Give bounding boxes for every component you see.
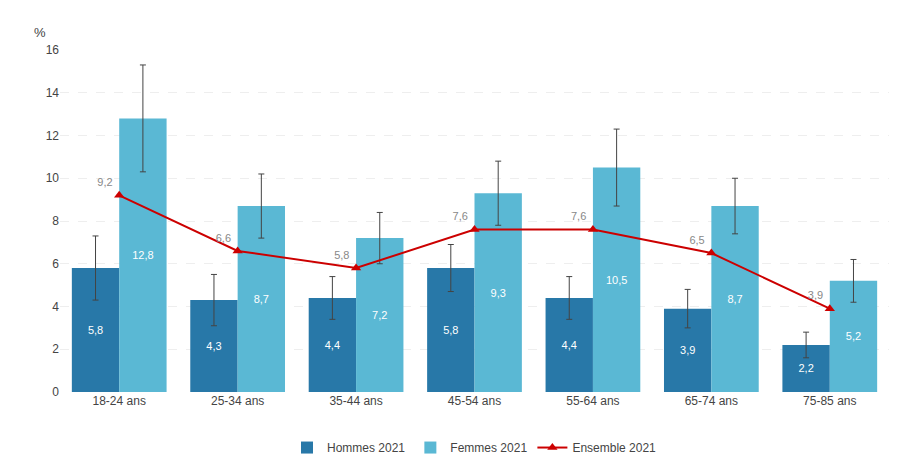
svg-text:8,7: 8,7 <box>727 293 742 305</box>
svg-text:5,2: 5,2 <box>846 330 861 342</box>
svg-text:4,4: 4,4 <box>325 339 340 351</box>
svg-text:2,2: 2,2 <box>798 362 813 374</box>
svg-text:8,7: 8,7 <box>254 293 269 305</box>
svg-text:9,3: 9,3 <box>491 287 506 299</box>
svg-text:4,3: 4,3 <box>206 340 221 352</box>
svg-text:7,6: 7,6 <box>453 210 468 222</box>
svg-text:35-44 ans: 35-44 ans <box>329 394 382 408</box>
svg-text:25-34 ans: 25-34 ans <box>211 394 264 408</box>
svg-text:0: 0 <box>52 385 59 399</box>
svg-text:9,2: 9,2 <box>97 176 112 188</box>
svg-text:12,8: 12,8 <box>132 249 153 261</box>
svg-text:6,6: 6,6 <box>216 232 231 244</box>
svg-text:10: 10 <box>46 171 60 185</box>
svg-text:2: 2 <box>52 342 59 356</box>
svg-text:65-74 ans: 65-74 ans <box>685 394 738 408</box>
svg-text:55-64 ans: 55-64 ans <box>566 394 619 408</box>
svg-text:3,9: 3,9 <box>680 344 695 356</box>
svg-text:3,9: 3,9 <box>808 289 823 301</box>
svg-text:4: 4 <box>52 300 59 314</box>
svg-text:5,8: 5,8 <box>443 324 458 336</box>
svg-text:6: 6 <box>52 257 59 271</box>
svg-text:10,5: 10,5 <box>606 274 627 286</box>
svg-text:%: % <box>34 25 46 40</box>
svg-text:8: 8 <box>52 214 59 228</box>
svg-text:Hommes 2021: Hommes 2021 <box>327 441 405 455</box>
svg-text:7,6: 7,6 <box>571 210 586 222</box>
svg-text:12: 12 <box>46 129 60 143</box>
svg-text:16: 16 <box>46 43 60 57</box>
svg-text:5,8: 5,8 <box>334 249 349 261</box>
svg-text:5,8: 5,8 <box>88 324 103 336</box>
svg-text:6,5: 6,5 <box>689 234 704 246</box>
svg-text:75-85 ans: 75-85 ans <box>803 394 856 408</box>
svg-text:14: 14 <box>46 86 60 100</box>
svg-text:Femmes 2021: Femmes 2021 <box>450 441 527 455</box>
svg-text:45-54 ans: 45-54 ans <box>448 394 501 408</box>
svg-text:18-24 ans: 18-24 ans <box>93 394 146 408</box>
svg-text:4,4: 4,4 <box>562 339 577 351</box>
svg-text:7,2: 7,2 <box>372 309 387 321</box>
svg-text:Ensemble 2021: Ensemble 2021 <box>572 441 656 455</box>
